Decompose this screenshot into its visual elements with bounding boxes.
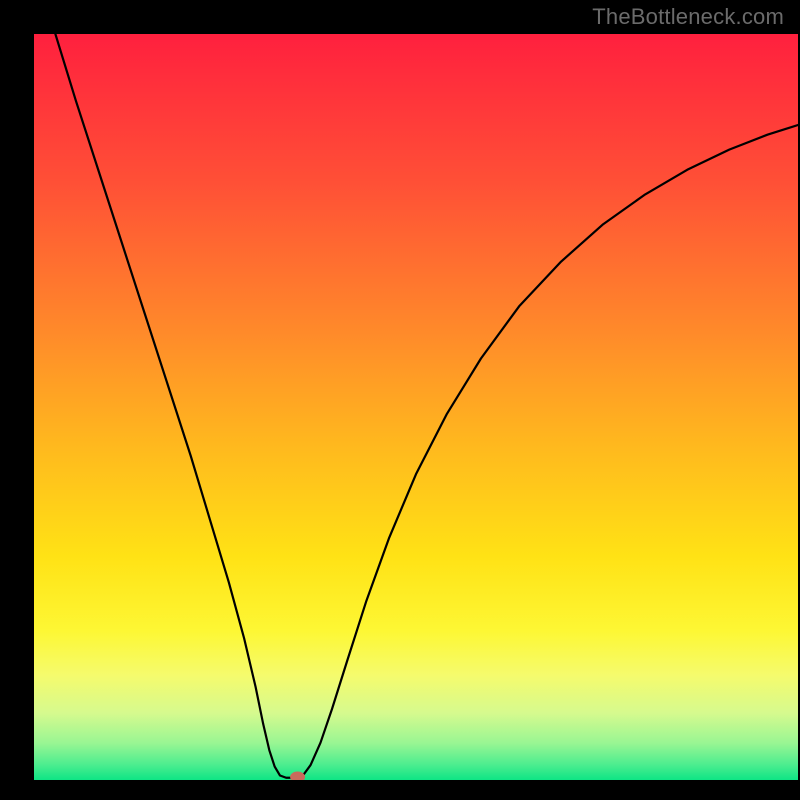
frame-border-left xyxy=(0,0,34,800)
plot-area xyxy=(34,34,798,780)
watermark-text: TheBottleneck.com xyxy=(592,4,784,30)
plot-svg xyxy=(34,34,798,780)
gradient-background xyxy=(34,34,798,780)
chart-stage: TheBottleneck.com xyxy=(0,0,800,800)
frame-border-bottom xyxy=(0,780,800,800)
minimum-marker xyxy=(291,772,305,780)
